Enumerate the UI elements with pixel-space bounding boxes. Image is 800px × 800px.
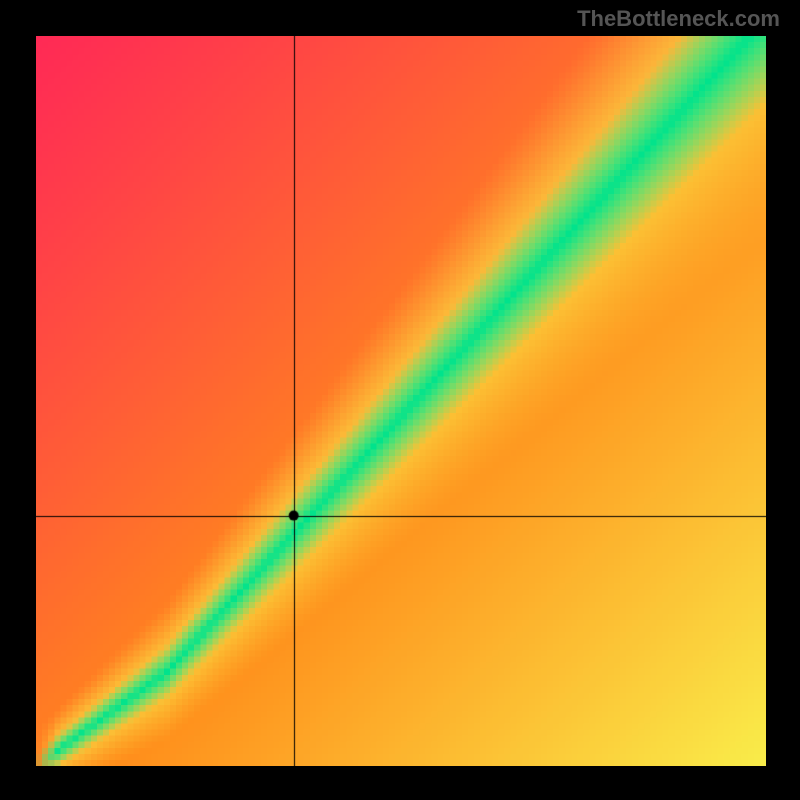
watermark-text: TheBottleneck.com (577, 6, 780, 32)
plot-area (36, 36, 766, 766)
bottleneck-heatmap (36, 36, 766, 766)
